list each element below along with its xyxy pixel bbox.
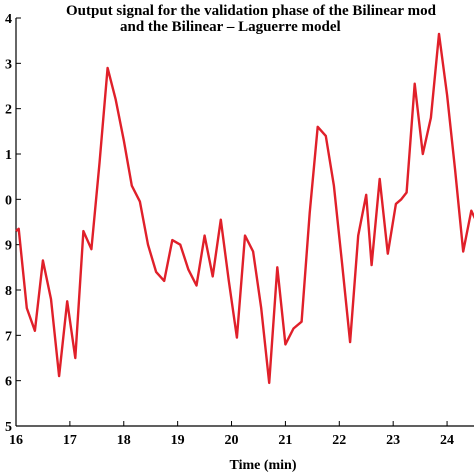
x-tick-label: 23 [386, 433, 400, 448]
x-tick-label: 19 [171, 433, 185, 448]
y-tick-label: 7 [5, 329, 12, 344]
x-axis-ticks: 16 17 18 19 20 21 22 23 24 [9, 421, 454, 448]
x-tick-label: 24 [440, 433, 454, 448]
y-tick-label: 9 [5, 239, 12, 254]
chart-title-line-1: Output signal for the validation phase o… [66, 3, 437, 19]
y-tick-label: 1 [5, 148, 12, 163]
axes [15, 18, 474, 427]
y-tick-label: 2 [5, 103, 12, 118]
y-tick-label: 0 [5, 193, 12, 208]
x-tick-label: 20 [225, 433, 239, 448]
x-tick-label: 16 [9, 433, 23, 448]
y-tick-label: 4 [5, 12, 12, 27]
x-tick-label: 17 [63, 433, 77, 448]
y-tick-label: 8 [5, 284, 12, 299]
x-tick-label: 21 [278, 433, 292, 448]
series-group [15, 32, 474, 385]
chart-title: Output signal for the validation phase o… [66, 3, 437, 35]
x-tick-label: 18 [117, 433, 131, 448]
y-tick-label: 6 [5, 375, 12, 390]
y-tick-label: 3 [5, 57, 12, 72]
series-line [15, 32, 474, 385]
y-tick-label: 5 [5, 420, 12, 435]
chart-title-line-2: and the Bilinear – Laguerre model [120, 19, 341, 35]
x-axis-label: Time (min) [229, 458, 296, 473]
x-tick-label: 22 [332, 433, 346, 448]
y-axis-ticks: 5 6 7 8 9 0 1 2 3 4 [5, 12, 21, 435]
